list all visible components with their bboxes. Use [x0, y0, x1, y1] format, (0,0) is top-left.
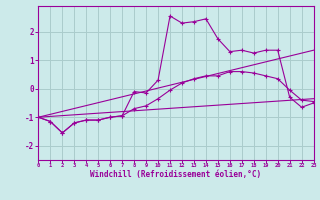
X-axis label: Windchill (Refroidissement éolien,°C): Windchill (Refroidissement éolien,°C) — [91, 170, 261, 179]
